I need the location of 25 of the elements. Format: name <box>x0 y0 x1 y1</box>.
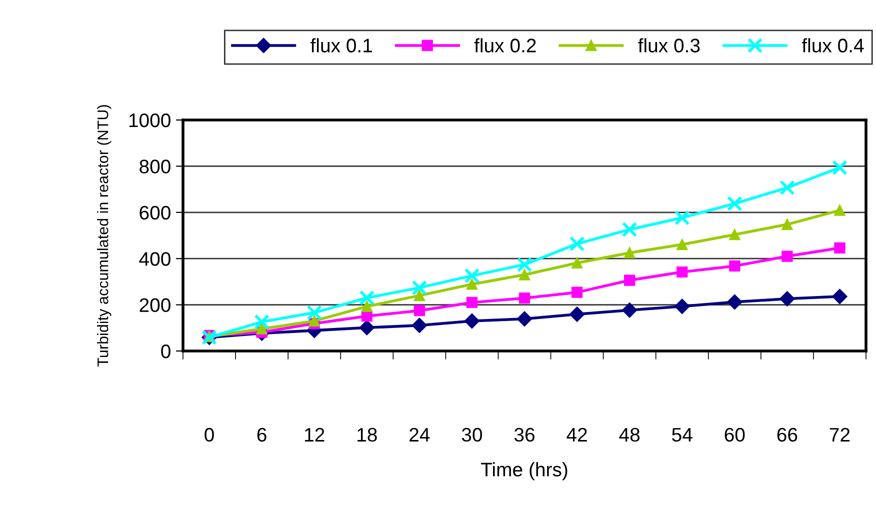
x-tick-label: 24 <box>410 428 430 442</box>
legend-label: flux 0.4 <box>802 38 864 52</box>
x-tick-label: 6 <box>257 428 266 442</box>
x-tick-label: 0 <box>204 428 214 442</box>
x-tick-label: 12 <box>305 428 324 442</box>
x-tick-label: 72 <box>830 428 850 442</box>
x-axis-title: Time (hrs) <box>481 462 568 480</box>
x-tick-label: 18 <box>358 428 377 442</box>
legend-label: flux 0.2 <box>474 38 536 52</box>
y-axis-title: Turbidity accumulated in reactor (NTU) <box>97 105 112 366</box>
legend-label: flux 0.3 <box>638 38 700 52</box>
y-tick-label: 400 <box>139 252 170 266</box>
y-tick-label: 800 <box>140 160 170 174</box>
x-tick-label: 42 <box>566 428 587 442</box>
legend-label: flux 0.1 <box>310 38 372 52</box>
x-tick-label: 36 <box>514 428 534 442</box>
y-tick-label: 1000 <box>129 113 170 128</box>
x-tick-label: 66 <box>777 428 798 442</box>
x-tick-label: 54 <box>672 428 692 442</box>
x-tick-label: 60 <box>724 428 745 442</box>
y-tick-label: 600 <box>140 206 170 220</box>
y-tick-label: 200 <box>140 298 170 312</box>
x-tick-label: 48 <box>619 428 640 442</box>
y-tick-label: 0 <box>161 344 170 358</box>
x-tick-label: 30 <box>462 428 482 442</box>
